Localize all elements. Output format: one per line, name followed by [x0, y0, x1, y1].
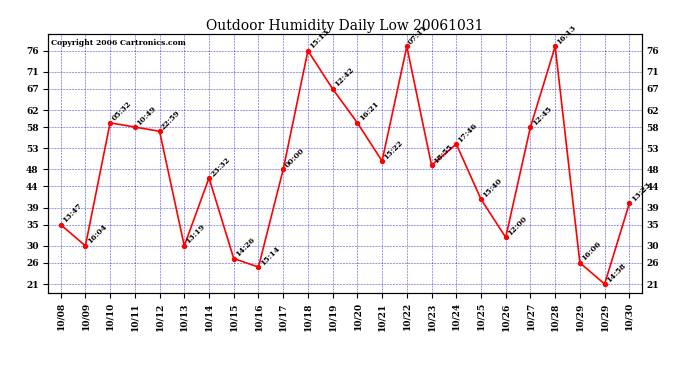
Point: [599, 281, 610, 287]
Text: 00:00: 00:00: [283, 147, 306, 170]
Point: [624, 200, 635, 206]
Point: [80, 243, 91, 249]
Point: [525, 124, 536, 130]
Point: [277, 166, 288, 172]
Text: 12:00: 12:00: [506, 214, 529, 237]
Point: [377, 158, 388, 164]
Point: [302, 48, 313, 54]
Point: [154, 128, 165, 134]
Point: [500, 234, 511, 240]
Title: Outdoor Humidity Daily Low 20061031: Outdoor Humidity Daily Low 20061031: [206, 19, 484, 33]
Point: [327, 86, 338, 92]
Point: [426, 162, 437, 168]
Text: Copyright 2006 Cartronics.com: Copyright 2006 Cartronics.com: [51, 39, 186, 47]
Point: [129, 124, 140, 130]
Text: 16:21: 16:21: [357, 100, 380, 123]
Text: 23:32: 23:32: [209, 155, 232, 178]
Text: 22:59: 22:59: [159, 109, 182, 131]
Text: 16:04: 16:04: [86, 223, 108, 246]
Point: [475, 196, 486, 202]
Text: 13:23: 13:23: [629, 181, 652, 203]
Text: 15:13: 15:13: [308, 28, 331, 51]
Text: 12:45: 12:45: [531, 104, 553, 127]
Point: [179, 243, 190, 249]
Point: [228, 256, 239, 262]
Text: 10:49: 10:49: [135, 104, 157, 127]
Point: [574, 260, 585, 266]
Text: 13:47: 13:47: [61, 202, 83, 225]
Text: 13:19: 13:19: [184, 223, 207, 246]
Text: 16:13: 16:13: [555, 24, 578, 46]
Text: 18:55: 18:55: [431, 142, 454, 165]
Point: [253, 264, 264, 270]
Point: [352, 120, 363, 126]
Point: [451, 141, 462, 147]
Text: 15:22: 15:22: [382, 138, 405, 161]
Text: 05:32: 05:32: [110, 100, 133, 123]
Text: 16:06: 16:06: [580, 240, 602, 263]
Point: [402, 44, 413, 50]
Text: 14:26: 14:26: [234, 236, 257, 259]
Text: 15:40: 15:40: [481, 176, 504, 199]
Text: 14:58: 14:58: [604, 261, 627, 284]
Text: 07:11: 07:11: [407, 24, 430, 46]
Point: [550, 44, 561, 50]
Text: 15:14: 15:14: [259, 244, 282, 267]
Text: 17:46: 17:46: [456, 121, 479, 144]
Point: [55, 222, 66, 228]
Point: [204, 175, 215, 181]
Text: 12:42: 12:42: [333, 66, 355, 89]
Point: [105, 120, 116, 126]
